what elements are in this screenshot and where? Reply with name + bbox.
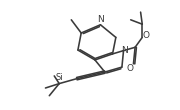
Text: N: N <box>97 15 104 24</box>
Text: N: N <box>121 46 128 55</box>
Text: O: O <box>127 64 134 73</box>
Text: Si: Si <box>55 73 63 82</box>
Text: O: O <box>142 31 149 40</box>
